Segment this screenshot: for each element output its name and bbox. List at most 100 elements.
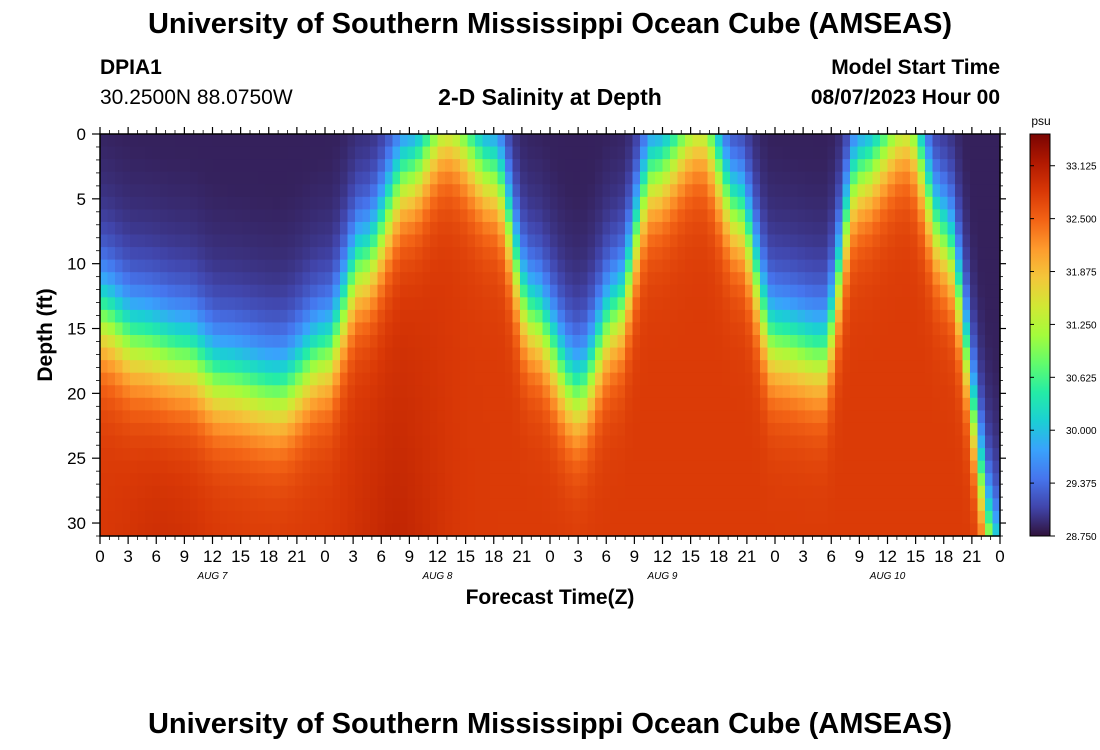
- heatmap-cell: [107, 259, 116, 273]
- heatmap-cell: [880, 259, 889, 273]
- heatmap-cell: [445, 448, 454, 462]
- heatmap-cell: [820, 146, 829, 160]
- heatmap-cell: [152, 498, 161, 512]
- heatmap-cell: [587, 209, 596, 223]
- heatmap-cell: [347, 171, 356, 185]
- heatmap-cell: [610, 309, 619, 324]
- x-axis-ticks: 0 3 6 9 12 15 18 21 0 3 6 9 12 15 18 21 0 3 6 9 12 15 18 21 0 3 6 9…: [95, 127, 1005, 566]
- heatmap-cell: [970, 221, 979, 236]
- heatmap-cell: [842, 523, 851, 537]
- heatmap-cell: [857, 435, 866, 449]
- heatmap-cell: [115, 385, 124, 399]
- heatmap-cell: [325, 485, 334, 499]
- heatmap-cell: [377, 146, 386, 160]
- heatmap-cell: [872, 335, 881, 349]
- heatmap-cell: [460, 347, 469, 361]
- heatmap-cell: [775, 385, 784, 399]
- heatmap-cell: [415, 134, 424, 148]
- heatmap-cell: [895, 159, 904, 173]
- heatmap-cell: [760, 372, 769, 386]
- heatmap-cell: [340, 171, 349, 185]
- heatmap-cell: [895, 498, 904, 512]
- heatmap-cell: [820, 523, 829, 537]
- heatmap-cell: [310, 510, 319, 525]
- heatmap-cell: [490, 284, 499, 298]
- heatmap-cell: [220, 247, 229, 261]
- heatmap-cell: [160, 485, 169, 499]
- x-tick-label: 12: [203, 547, 222, 566]
- heatmap-cell: [250, 385, 259, 399]
- heatmap-cell: [287, 196, 296, 210]
- heatmap-cell: [145, 196, 154, 210]
- heatmap-cell: [962, 209, 971, 223]
- heatmap-cell: [842, 146, 851, 160]
- heatmap-cell: [812, 347, 821, 361]
- heatmap-cell: [205, 385, 214, 399]
- heatmap-cell: [295, 435, 304, 449]
- heatmap-cell: [827, 410, 836, 424]
- heatmap-cell: [317, 397, 326, 411]
- heatmap-cell: [317, 448, 326, 462]
- heatmap-cell: [452, 448, 461, 462]
- heatmap-cell: [970, 485, 979, 499]
- heatmap-cell: [992, 347, 1001, 361]
- heatmap-cell: [775, 523, 784, 537]
- heatmap-cell: [310, 322, 319, 336]
- heatmap-cell: [475, 335, 484, 349]
- heatmap-cell: [242, 422, 251, 437]
- heatmap-cell: [610, 234, 619, 248]
- heatmap-cell: [722, 322, 731, 336]
- heatmap-cell: [250, 297, 259, 311]
- heatmap-cell: [122, 259, 131, 273]
- heatmap-cell: [595, 159, 604, 173]
- heatmap-cell: [970, 184, 979, 198]
- heatmap-cell: [640, 322, 649, 336]
- heatmap-cell: [797, 297, 806, 311]
- heatmap-cell: [737, 523, 746, 537]
- heatmap-cell: [235, 234, 244, 248]
- heatmap-cell: [295, 410, 304, 424]
- heatmap-cell: [722, 410, 731, 424]
- heatmap-cell: [242, 284, 251, 298]
- heatmap-cell: [850, 523, 859, 537]
- heatmap-cell: [962, 397, 971, 411]
- heatmap-cell: [812, 284, 821, 298]
- heatmap-cell: [130, 247, 139, 261]
- heatmap-cell: [925, 347, 934, 361]
- heatmap-cell: [775, 146, 784, 160]
- heatmap-cell: [632, 498, 641, 512]
- heatmap-cell: [512, 259, 521, 273]
- heatmap-cell: [407, 498, 416, 512]
- heatmap-cell: [572, 146, 581, 160]
- heatmap-cell: [407, 284, 416, 298]
- chart-title-main: University of Southern Mississippi Ocean…: [147, 8, 953, 40]
- heatmap-cell: [370, 335, 379, 349]
- heatmap-cell: [475, 410, 484, 424]
- heatmap-cell: [512, 134, 521, 148]
- heatmap-cell: [565, 309, 574, 324]
- heatmap-cell: [137, 134, 146, 148]
- heatmap-cell: [722, 184, 731, 198]
- heatmap-cell: [595, 360, 604, 374]
- heatmap-cell: [437, 372, 446, 386]
- heatmap-cell: [482, 372, 491, 386]
- heatmap-cell: [940, 159, 949, 173]
- heatmap-cell: [752, 171, 761, 185]
- heatmap-cell: [857, 523, 866, 537]
- heatmap-cell: [175, 196, 184, 210]
- heatmap-cell: [632, 410, 641, 424]
- heatmap-cell: [985, 209, 994, 223]
- heatmap-cell: [775, 473, 784, 487]
- heatmap-cell: [745, 347, 754, 361]
- heatmap-cell: [115, 523, 124, 537]
- heatmap-cell: [707, 360, 716, 374]
- heatmap-cell: [565, 134, 574, 148]
- heatmap-cell: [692, 247, 701, 261]
- heatmap-cell: [475, 234, 484, 248]
- heatmap-cell: [617, 448, 626, 462]
- heatmap-cell: [107, 322, 116, 336]
- heatmap-cell: [962, 422, 971, 437]
- heatmap-cell: [175, 347, 184, 361]
- heatmap-cell: [400, 498, 409, 512]
- heatmap-cell: [347, 247, 356, 261]
